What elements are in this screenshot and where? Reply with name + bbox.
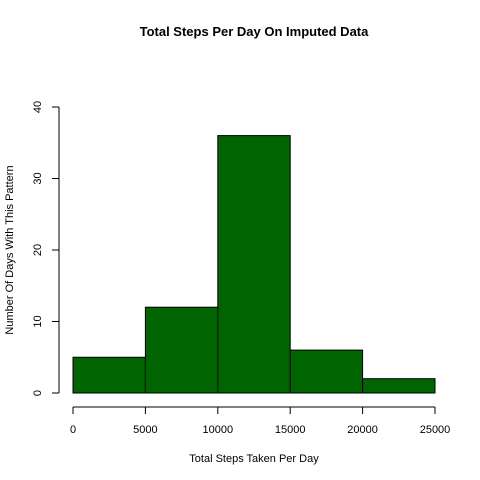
histogram-bar (144, 306, 219, 394)
y-tick-label: 40 (32, 101, 44, 113)
chart-title: Total Steps Per Day On Imputed Data (140, 24, 370, 39)
y-tick-label: 20 (32, 244, 44, 256)
y-tick-label: 30 (32, 172, 44, 184)
x-tick-label: 25000 (420, 424, 451, 436)
x-tick-label: 5000 (133, 424, 157, 436)
x-axis: 0 5000 10000 15000 20000 25000 (70, 406, 451, 436)
x-tick-label: 10000 (203, 424, 234, 436)
histogram-bar (217, 135, 291, 394)
x-tick-label: 15000 (275, 424, 306, 436)
y-axis-label: Number Of Days With This Pattern (4, 165, 16, 334)
y-axis: 0 10 20 30 40 (32, 101, 60, 396)
histogram-bar (362, 378, 436, 394)
x-tick-label: 20000 (347, 424, 378, 436)
histogram-bar (289, 349, 364, 394)
histogram-bar (72, 356, 146, 394)
y-tick-label: 0 (32, 390, 44, 396)
y-tick-label: 10 (32, 315, 44, 327)
x-tick-label: 0 (70, 424, 76, 436)
x-axis-label: Total Steps Taken Per Day (189, 453, 319, 465)
bars-group (72, 135, 436, 394)
